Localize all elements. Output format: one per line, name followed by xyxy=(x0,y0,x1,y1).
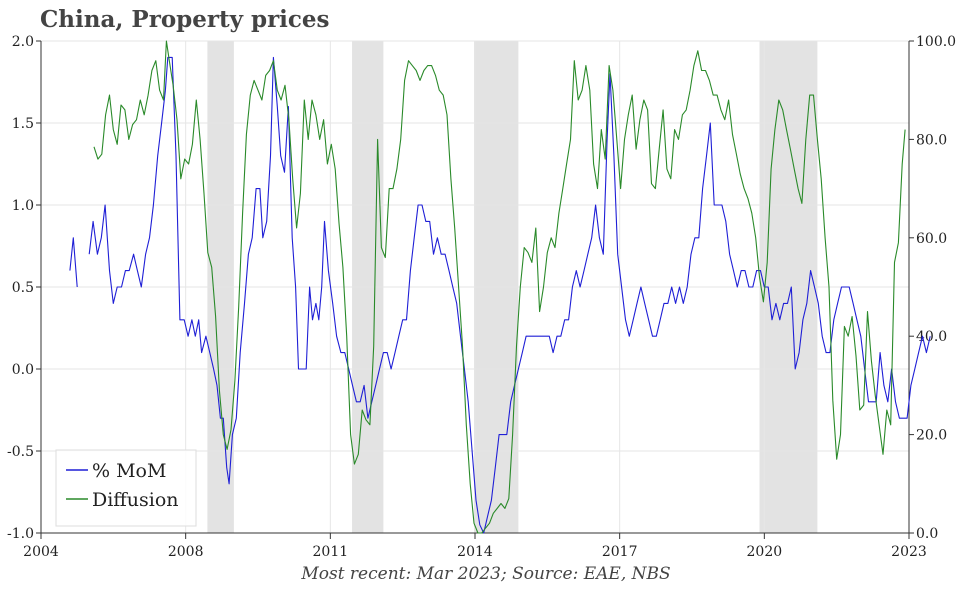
chart-svg: 2004 2008 2011 2014 2017 2020 2023 -1.0 -0.5 0.0 0… xyxy=(7,34,956,560)
y-left-tick-label-1: -0.5 xyxy=(7,444,34,460)
series-line-mom xyxy=(69,56,931,534)
y-left-tick-label-6: 2.0 xyxy=(12,34,34,50)
y-right-tick-label-1: 20.0 xyxy=(916,428,947,444)
x-tick-label-5: 2020 xyxy=(747,544,783,560)
x-tick-label-0: 2004 xyxy=(23,544,59,560)
chart-title: China, Property prices xyxy=(40,6,330,33)
x-tick-label-3: 2014 xyxy=(457,544,493,560)
x-tick-label-4: 2017 xyxy=(602,544,638,560)
y-right-tick-label-0: 0.0 xyxy=(916,526,938,542)
source-note: Most recent: Mar 2023; Source: EAE, NBS xyxy=(301,564,671,584)
x-tick-label-6: 2023 xyxy=(891,544,927,560)
legend-label-diffusion: Diffusion xyxy=(92,489,179,511)
x-tick-label-2: 2011 xyxy=(313,544,349,560)
legend: % MoM Diffusion xyxy=(55,449,197,527)
y-left-tick-label-5: 1.5 xyxy=(12,116,34,132)
y-left-tick-label-3: 0.5 xyxy=(12,280,34,296)
series-line-diffusion xyxy=(93,40,906,534)
x-tick-label-1: 2008 xyxy=(168,544,204,560)
series-lines xyxy=(69,40,931,534)
y-right-tick-label-4: 80.0 xyxy=(916,132,947,148)
y-left-tick-label-0: -1.0 xyxy=(7,526,34,542)
y-left-tick-label-2: 0.0 xyxy=(12,362,34,378)
y-left-tick-label-4: 1.0 xyxy=(12,198,34,214)
legend-label-mom: % MoM xyxy=(92,460,166,482)
y-right-tick-label-3: 60.0 xyxy=(916,231,947,247)
legend-box xyxy=(55,449,197,527)
y-right-tick-label-5: 100.0 xyxy=(916,34,956,50)
axes: 2004 2008 2011 2014 2017 2020 2023 -1.0 -0.5 0.0 0… xyxy=(7,34,956,560)
